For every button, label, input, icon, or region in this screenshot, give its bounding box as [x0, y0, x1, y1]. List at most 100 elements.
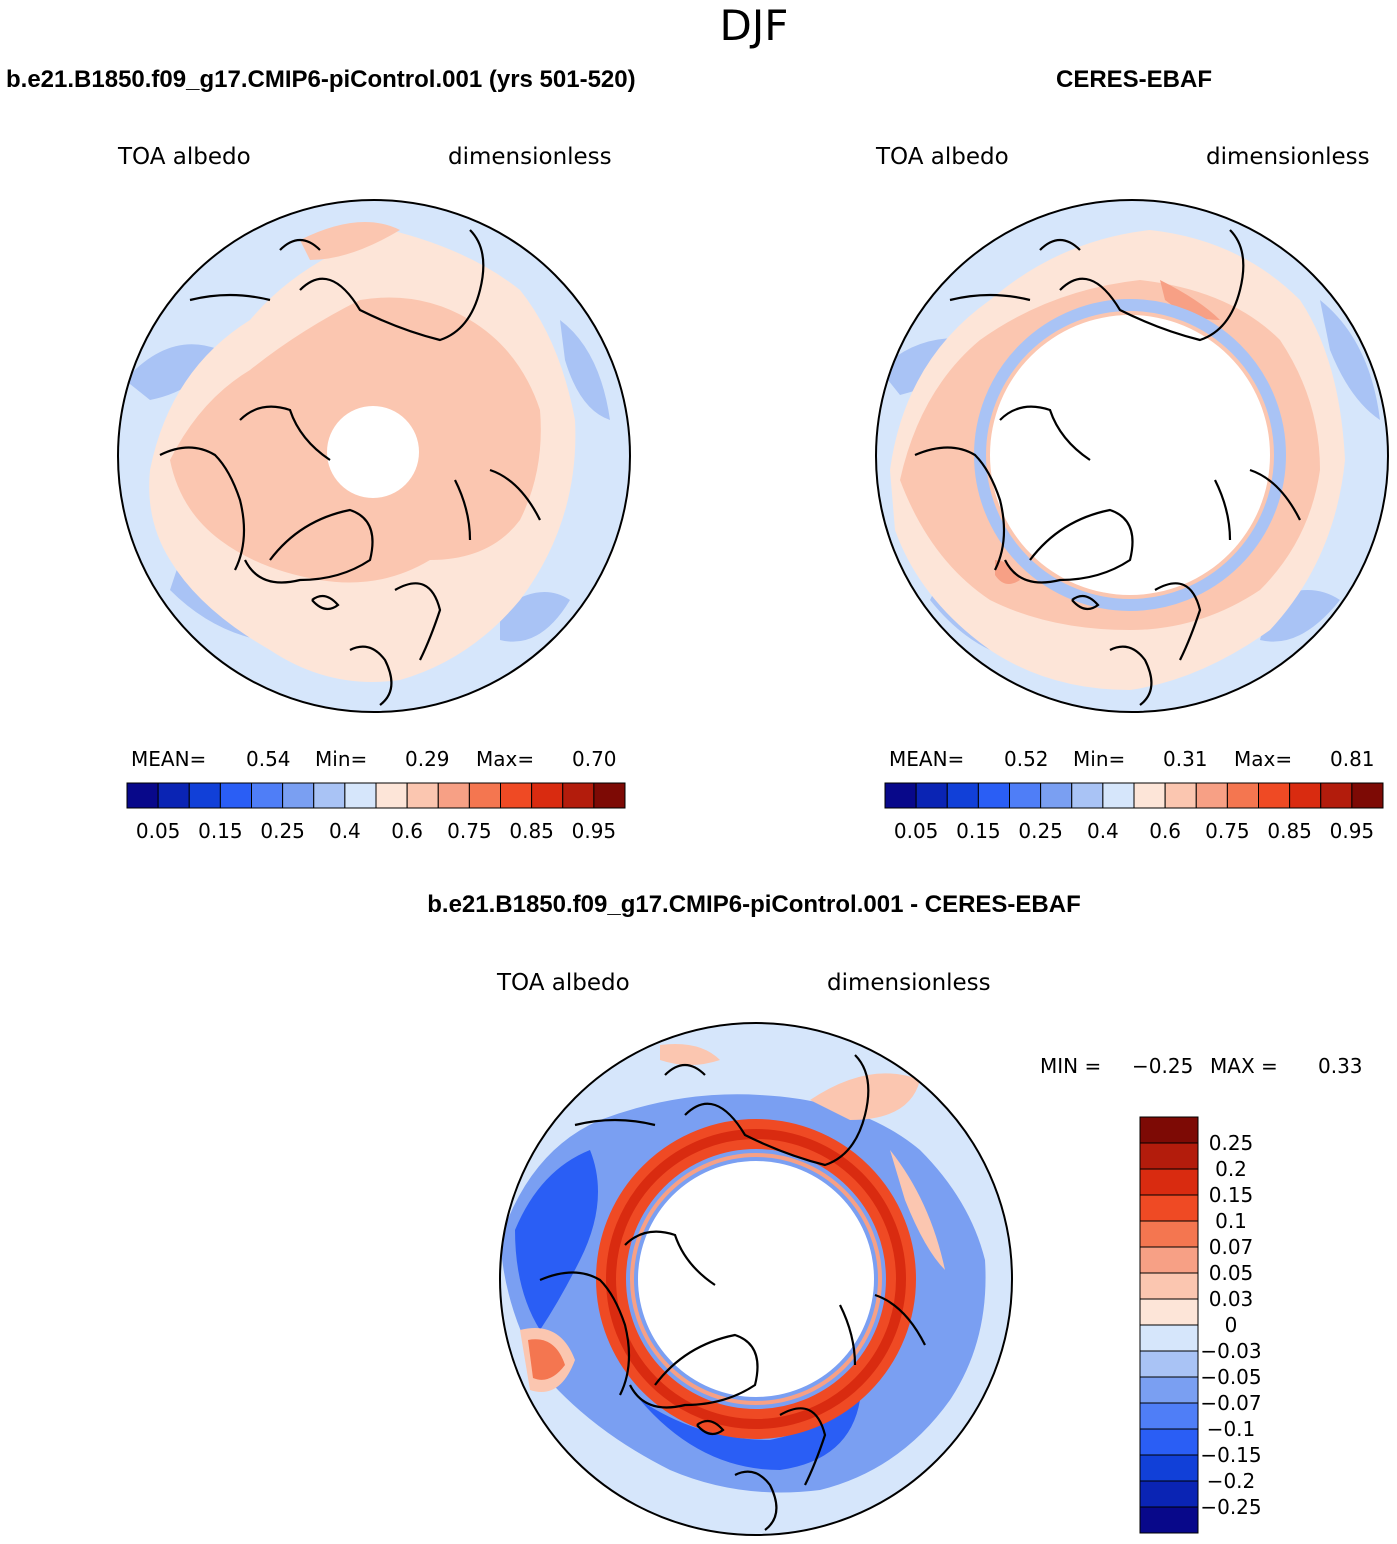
colorbar-tick-label: 0.15 — [1209, 1183, 1254, 1207]
min-label: Min= — [315, 747, 367, 771]
colorbar-swatch — [1195, 782, 1228, 809]
max-label: Max= — [476, 747, 534, 771]
colorbar-swatch — [1102, 782, 1135, 809]
colorbar-swatch — [406, 782, 439, 809]
colorbar-swatch — [593, 782, 626, 809]
colorbar-swatch — [188, 782, 221, 809]
colorbar-tick-label: 0.25 — [1018, 819, 1063, 843]
colorbar-tick-label: 0.4 — [329, 819, 361, 843]
colorbar-tick-label: −0.2 — [1207, 1469, 1256, 1493]
colorbar-swatch — [946, 782, 979, 809]
panel-diff-title: b.e21.B1850.f09_g17.CMIP6-piControl.001 … — [427, 891, 1081, 918]
colorbar-swatch — [1164, 782, 1197, 809]
colorbar-tick-label: 0.75 — [1205, 819, 1250, 843]
panel-diff-left-label: TOA albedo — [496, 970, 630, 996]
colorbar-tick-label: −0.07 — [1200, 1391, 1261, 1415]
colorbar-swatch — [1139, 1246, 1199, 1274]
colorbar-swatch — [251, 782, 284, 809]
panel-obs-left-label: TOA albedo — [875, 144, 1009, 170]
panel-model-title: b.e21.B1850.f09_g17.CMIP6-piControl.001 … — [6, 66, 636, 93]
colorbar-swatch — [1139, 1272, 1199, 1300]
colorbar-swatch — [1139, 1480, 1199, 1508]
colorbar-swatch — [1351, 782, 1384, 809]
missing-data-pole — [990, 315, 1270, 595]
diff-min-value: −0.25 — [1132, 1054, 1193, 1078]
colorbar-tick-label: 0 — [1225, 1313, 1238, 1337]
missing-data-pole — [327, 406, 419, 498]
field-higher-albedo — [170, 222, 541, 583]
colorbar-swatch — [1139, 1350, 1199, 1378]
min-value: 0.31 — [1163, 747, 1208, 771]
diff-max-value: 0.33 — [1318, 1054, 1363, 1078]
colorbar-swatch — [562, 782, 595, 809]
colorbar-tick-label: 0.85 — [1267, 819, 1312, 843]
colorbar-tick-label: −0.05 — [1200, 1365, 1261, 1389]
colorbar-swatch — [219, 782, 252, 809]
colorbar-swatch — [1139, 1116, 1199, 1144]
panel-diff: b.e21.B1850.f09_g17.CMIP6-piControl.001 … — [427, 891, 1363, 1536]
colorbar-tick-label: 0.2 — [1215, 1157, 1247, 1181]
colorbar-swatch — [1071, 782, 1104, 809]
colorbar-swatch — [375, 782, 408, 809]
colorbar-tick-label: 0.05 — [136, 819, 181, 843]
colorbar-swatch — [157, 782, 190, 809]
colorbar-tick-label: 0.75 — [447, 819, 492, 843]
difference-ring-inner — [630, 1153, 882, 1405]
colorbar-tick-label: 0.6 — [391, 819, 423, 843]
colorbar-swatch — [1320, 782, 1353, 809]
colorbar-swatch — [1139, 1506, 1199, 1534]
colorbar-swatch — [126, 782, 159, 809]
diff-max-label: MAX = — [1210, 1054, 1278, 1078]
colorbar-tick-label: 0.07 — [1209, 1235, 1254, 1259]
max-value: 0.81 — [1330, 747, 1375, 771]
panel-obs-map-border — [875, 199, 1389, 713]
colorbar-tick-label: 0.6 — [1149, 819, 1181, 843]
colorbar-swatch — [1139, 1168, 1199, 1196]
colorbar-tick-label: 0.05 — [1209, 1261, 1254, 1285]
colorbar-swatch — [1139, 1376, 1199, 1404]
panel-diff-map-border — [499, 1022, 1013, 1536]
colorbar-tick-label: 0.15 — [198, 819, 243, 843]
panel-model-map-border — [117, 199, 631, 713]
colorbar-swatch — [1040, 782, 1073, 809]
colorbar-swatch — [468, 782, 501, 809]
panel-obs-title: CERES-EBAF — [1056, 66, 1212, 93]
panel-model-left-label: TOA albedo — [117, 144, 251, 170]
colorbar-swatch — [1139, 1402, 1199, 1430]
colorbar-swatch — [500, 782, 533, 809]
colorbar-swatch — [1139, 1298, 1199, 1326]
colorbar-tick-label: −0.1 — [1207, 1417, 1256, 1441]
colorbar-tick-label: 0.15 — [956, 819, 1001, 843]
field-blue-patches — [880, 300, 1380, 660]
colorbar-tick-label: 0.1 — [1215, 1209, 1247, 1233]
panel-diff-colorbar: 0.250.20.150.10.070.050.030−0.03−0.05−0.… — [1139, 1116, 1262, 1534]
panel-diff-map — [500, 1023, 1012, 1535]
colorbar-tick-label: 0.4 — [1087, 819, 1119, 843]
colorbar-swatch — [1139, 1194, 1199, 1222]
season-title: DJF — [720, 1, 789, 50]
colorbar-swatch — [531, 782, 564, 809]
panel-obs-right-label: dimensionless — [1206, 144, 1370, 170]
field-peak-albedo — [995, 280, 1220, 584]
colorbar-tick-label: 0.85 — [509, 819, 554, 843]
colorbar-swatch — [1139, 1428, 1199, 1456]
colorbar-swatch — [1133, 782, 1166, 809]
coastlines — [914, 229, 1301, 706]
mean-value: 0.52 — [1004, 747, 1049, 771]
diff-min-label: MIN = — [1040, 1054, 1101, 1078]
field-blue-patches — [125, 320, 610, 642]
max-label: Max= — [1234, 747, 1292, 771]
colorbar-swatch — [977, 782, 1010, 809]
coastlines — [159, 229, 541, 706]
field-positive-patches — [520, 1044, 945, 1392]
field-strong-negative — [515, 1150, 860, 1470]
colorbar-swatch — [1139, 1142, 1199, 1170]
colorbar-tick-label: 0.25 — [260, 819, 305, 843]
colorbar-swatch — [1258, 782, 1291, 809]
colorbar-swatch — [1009, 782, 1042, 809]
colorbar-swatch — [282, 782, 315, 809]
mean-value: 0.54 — [246, 747, 291, 771]
colorbar-swatch — [1139, 1324, 1199, 1352]
min-label: Min= — [1073, 747, 1125, 771]
